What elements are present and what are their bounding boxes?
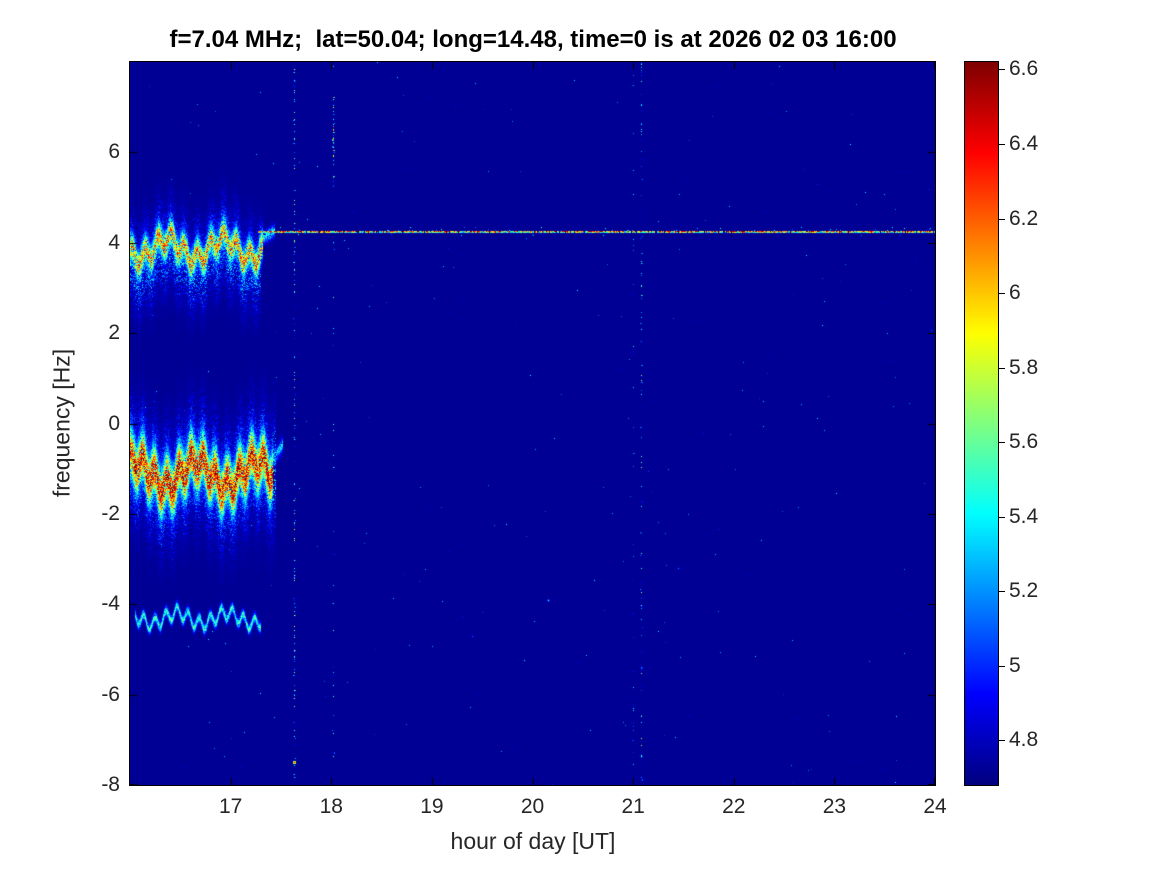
x-tick-label: 24 bbox=[923, 795, 947, 818]
colorbar-tick-mark bbox=[999, 517, 1005, 518]
y-tick-label: -4 bbox=[101, 592, 120, 616]
x-tick-label: 20 bbox=[520, 795, 545, 818]
colorbar-tick-label: 6 bbox=[1009, 281, 1021, 305]
colorbar-tick-mark bbox=[999, 144, 1005, 145]
colorbar-tick-mark bbox=[999, 442, 1005, 443]
colorbar-tick-mark bbox=[999, 69, 1005, 70]
y-tick-label: 0 bbox=[108, 411, 120, 435]
colorbar-tick-label: 5 bbox=[1009, 653, 1021, 677]
colorbar-tick-label: 5.2 bbox=[1009, 579, 1039, 603]
colorbar-tick-label: 4.8 bbox=[1009, 728, 1039, 752]
x-tick-label: 18 bbox=[319, 795, 343, 818]
x-tick-label: 21 bbox=[621, 795, 645, 818]
colorbar-tick-label: 6.6 bbox=[1009, 57, 1039, 81]
colorbar-tick-mark bbox=[999, 740, 1005, 741]
colorbar-tick-label: 5.6 bbox=[1009, 430, 1039, 454]
y-tick-label: 2 bbox=[108, 321, 120, 345]
colorbar-tick-mark bbox=[999, 219, 1005, 220]
x-tick-label: 22 bbox=[722, 795, 746, 818]
colorbar-gradient bbox=[965, 62, 998, 785]
y-tick-label: -6 bbox=[101, 682, 120, 706]
colorbar-tick-label: 6.2 bbox=[1009, 206, 1039, 230]
colorbar-tick-mark bbox=[999, 591, 1005, 592]
y-axis-label: frequency [Hz] bbox=[48, 348, 75, 498]
y-tick-label: 4 bbox=[108, 230, 120, 254]
colorbar-tick-mark bbox=[999, 293, 1005, 294]
x-tick-label: 23 bbox=[822, 795, 847, 818]
y-tick-label: -2 bbox=[101, 501, 120, 525]
chart-title: f=7.04 MHz; lat=50.04; long=14.48, time=… bbox=[169, 26, 897, 53]
y-tick-label: 6 bbox=[108, 140, 120, 164]
colorbar-tick-label: 5.8 bbox=[1009, 355, 1039, 379]
x-tick-label: 17 bbox=[218, 795, 243, 818]
colorbar-tick-mark bbox=[999, 368, 1005, 369]
colorbar-tick-label: 5.4 bbox=[1009, 504, 1039, 528]
spectrogram-heatmap bbox=[130, 62, 935, 785]
colorbar-tick-mark bbox=[999, 666, 1005, 667]
colorbar-tick-label: 6.4 bbox=[1009, 131, 1039, 155]
x-tick-label: 19 bbox=[420, 795, 444, 818]
x-axis-label: hour of day [UT] bbox=[450, 828, 616, 854]
y-tick-label: -8 bbox=[101, 773, 120, 796]
